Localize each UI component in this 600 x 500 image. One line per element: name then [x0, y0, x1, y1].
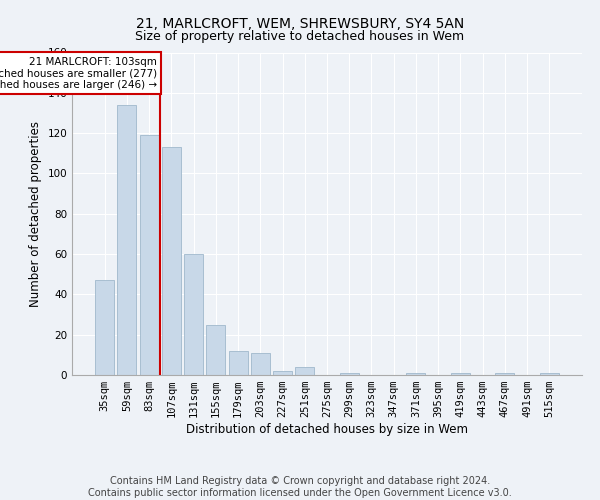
Text: 21 MARLCROFT: 103sqm
← 53% of detached houses are smaller (277)
47% of semi-deta: 21 MARLCROFT: 103sqm ← 53% of detached h… [0, 56, 157, 90]
Bar [540, 373, 559, 375]
Bar [251, 353, 270, 375]
Text: Contains HM Land Registry data © Crown copyright and database right 2024.
Contai: Contains HM Land Registry data © Crown c… [88, 476, 512, 498]
Bar [340, 373, 359, 375]
Bar [295, 367, 314, 375]
Bar [229, 351, 248, 375]
Bar [162, 147, 181, 375]
Bar [140, 135, 158, 375]
Text: Size of property relative to detached houses in Wem: Size of property relative to detached ho… [136, 30, 464, 43]
Bar [496, 373, 514, 375]
Bar [95, 280, 114, 375]
X-axis label: Distribution of detached houses by size in Wem: Distribution of detached houses by size … [186, 423, 468, 436]
Text: 21, MARLCROFT, WEM, SHREWSBURY, SY4 5AN: 21, MARLCROFT, WEM, SHREWSBURY, SY4 5AN [136, 18, 464, 32]
Bar [184, 254, 203, 375]
Bar [206, 324, 225, 375]
Bar [406, 373, 425, 375]
Bar [273, 371, 292, 375]
Bar [118, 105, 136, 375]
Bar [451, 373, 470, 375]
Y-axis label: Number of detached properties: Number of detached properties [29, 120, 42, 306]
